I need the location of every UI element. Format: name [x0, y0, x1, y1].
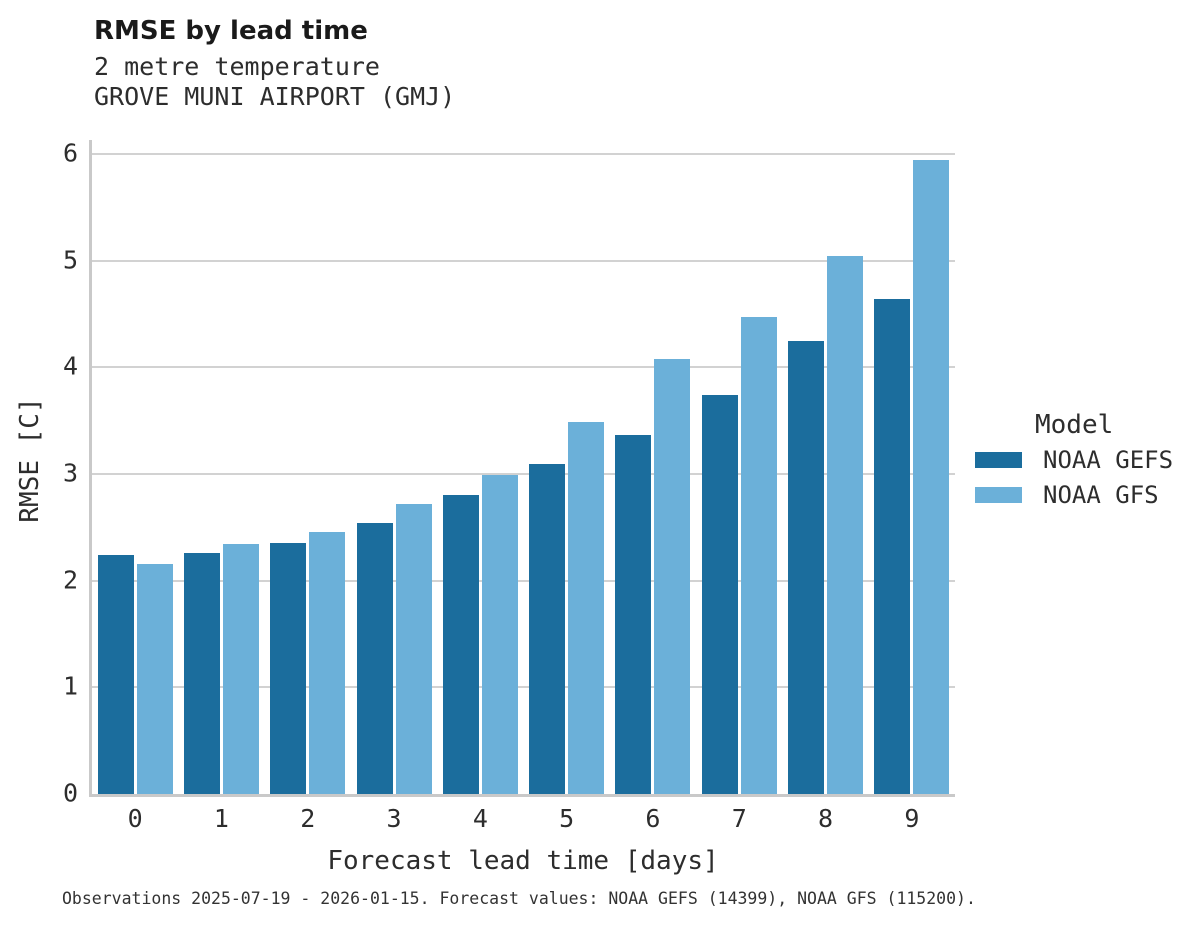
bar-noaa-gfs-day-6 [654, 358, 691, 794]
x-tick-label-3: 3 [386, 804, 402, 833]
chart-panel [89, 140, 955, 797]
gridline-y-5 [92, 259, 955, 262]
x-axis-spine [89, 794, 955, 797]
bar-noaa-gfs-day-5 [568, 421, 605, 794]
legend-label: NOAA GEFS [1043, 446, 1174, 474]
bar-noaa-gfs-day-4 [481, 475, 518, 794]
y-tick-label-3: 3 [62, 458, 78, 488]
legend-entries: NOAA GEFS NOAA GFS [975, 446, 1190, 509]
source-caption: Observations 2025-07-19 - 2026-01-15. Fo… [62, 889, 976, 908]
y-tick-label-6: 6 [62, 138, 78, 168]
x-tick-label-1: 1 [213, 804, 229, 833]
gridline-y-2 [92, 579, 955, 582]
y-tick-label-5: 5 [62, 245, 78, 275]
y-tick-label-2: 2 [62, 565, 78, 595]
chart-subtitle-station: GROVE MUNI AIRPORT (GMJ) [94, 82, 456, 111]
x-tick-label-2: 2 [300, 804, 316, 833]
legend-label: NOAA GFS [1043, 481, 1159, 509]
bar-noaa-gefs-day-5 [529, 464, 566, 794]
y-tick-label-4: 4 [62, 351, 78, 381]
x-tick-label-8: 8 [818, 804, 834, 833]
gridline-y-4 [92, 366, 955, 369]
bar-noaa-gefs-day-4 [442, 495, 479, 794]
bar-noaa-gefs-day-7 [701, 395, 738, 794]
bar-noaa-gefs-day-9 [874, 299, 911, 794]
legend-entry-noaa-gfs: NOAA GFS [975, 481, 1190, 509]
legend-title: Model [1035, 410, 1114, 440]
gridline-y-3 [92, 473, 955, 475]
x-tick-label-5: 5 [559, 804, 575, 833]
legend-swatch [975, 487, 1022, 503]
legend-entry-noaa-gefs: NOAA GEFS [975, 446, 1190, 474]
gridline-y-1 [92, 686, 955, 689]
legend: Model NOAA GEFS NOAA GFS [975, 410, 1190, 522]
bar-noaa-gfs-day-3 [395, 503, 432, 794]
bar-noaa-gefs-day-6 [615, 434, 652, 794]
x-tick-label-7: 7 [731, 804, 747, 833]
x-axis-title: Forecast lead time [days] [327, 846, 719, 876]
bar-noaa-gefs-day-3 [356, 523, 393, 794]
chart-subtitle-variable: 2 metre temperature [94, 52, 380, 81]
bar-noaa-gefs-day-1 [183, 552, 220, 794]
x-tick-label-0: 0 [127, 804, 143, 833]
y-tick-label-1: 1 [62, 671, 78, 701]
bar-noaa-gefs-day-8 [788, 340, 825, 794]
bar-noaa-gfs-day-0 [136, 563, 173, 794]
bar-noaa-gefs-day-2 [270, 543, 307, 794]
bar-noaa-gfs-day-2 [309, 531, 346, 794]
chart-title: RMSE by lead time [94, 16, 368, 46]
x-tick-label-4: 4 [472, 804, 488, 833]
x-tick-label-9: 9 [904, 804, 920, 833]
gridline-y-6 [92, 153, 955, 155]
y-tick-label-0: 0 [62, 778, 78, 808]
bar-noaa-gfs-day-9 [913, 160, 950, 794]
y-axis-spine [89, 140, 92, 794]
bar-noaa-gefs-day-0 [97, 555, 134, 794]
bar-noaa-gfs-day-1 [222, 544, 259, 794]
legend-swatch [975, 452, 1022, 468]
bar-noaa-gfs-day-8 [827, 256, 864, 794]
x-tick-label-6: 6 [645, 804, 661, 833]
bar-noaa-gfs-day-7 [740, 317, 777, 794]
